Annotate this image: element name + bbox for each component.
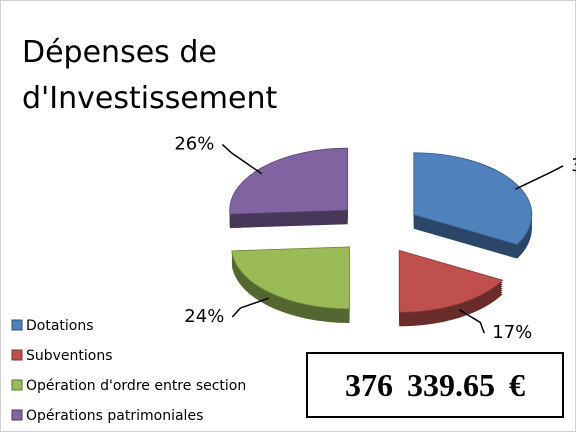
data-label: 24%: [184, 306, 224, 327]
legend-label: Dotations: [26, 318, 94, 334]
legend-swatch: [11, 409, 23, 421]
leader-line: [221, 143, 263, 175]
legend-swatch: [11, 349, 23, 361]
legend-swatch: [11, 319, 23, 331]
chart-title: Dépenses de d'Investissement: [22, 35, 278, 116]
total-box: 376 339.65 €: [306, 352, 564, 418]
legend-label: Subventions: [26, 348, 113, 364]
slice: [231, 246, 350, 310]
data-label: 33%: [571, 155, 576, 176]
data-label: 17%: [492, 322, 532, 343]
leader-line: [458, 309, 485, 334]
slice: [229, 147, 349, 215]
leader-line: [515, 165, 564, 190]
slice: [413, 152, 533, 246]
legend-swatch: [11, 379, 23, 391]
leader-line: [231, 297, 269, 318]
legend-label: Opérations patrimoniales: [26, 408, 203, 424]
data-label: 26%: [174, 133, 214, 154]
legend-label: Opération d'ordre entre section: [26, 378, 246, 394]
slice: [398, 249, 504, 313]
